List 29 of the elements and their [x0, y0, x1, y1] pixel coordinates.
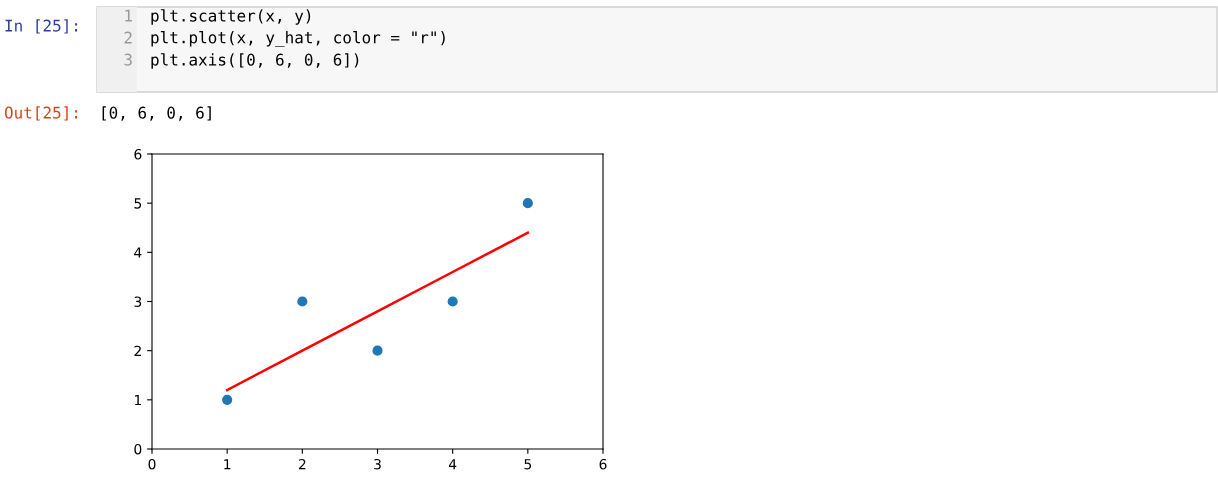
point: [447, 296, 458, 307]
x-tick-label: 3: [374, 458, 381, 470]
text: plt.axis([0, 6, 0, 6]): [151, 53, 359, 69]
x-tick-label: 0: [148, 458, 156, 470]
x-tick-label: 1: [224, 459, 231, 470]
y-tick-label: 4: [134, 247, 142, 258]
x-tick-label: 5: [524, 459, 532, 470]
text: 3: [124, 53, 132, 66]
text: plt.plot(x, y_hat, color = "r"): [151, 31, 445, 47]
x-tick-label: 2: [298, 458, 306, 470]
text: plt.scatter(x, y): [151, 9, 311, 25]
y-tick-label: 3: [134, 296, 142, 307]
point: [522, 198, 533, 209]
y-tick-label: 6: [134, 148, 142, 160]
point: [222, 394, 233, 405]
line-series: [225, 231, 530, 392]
y-tick-label: 5: [134, 198, 142, 209]
text: In [25]:: [5, 19, 78, 34]
point: [372, 345, 383, 356]
text: 1: [125, 9, 132, 22]
x-tick-label: 6: [599, 458, 607, 470]
text: 2: [124, 31, 132, 44]
x-tick-label: 4: [448, 459, 457, 470]
text: Out[25]:: [4, 106, 78, 121]
y-tick-label: 0: [134, 443, 142, 455]
text: [0, 6, 0, 6]: [102, 106, 211, 121]
point: [297, 296, 308, 307]
y-tick-label: 2: [134, 345, 141, 356]
y-tick-label: 1: [134, 394, 141, 406]
